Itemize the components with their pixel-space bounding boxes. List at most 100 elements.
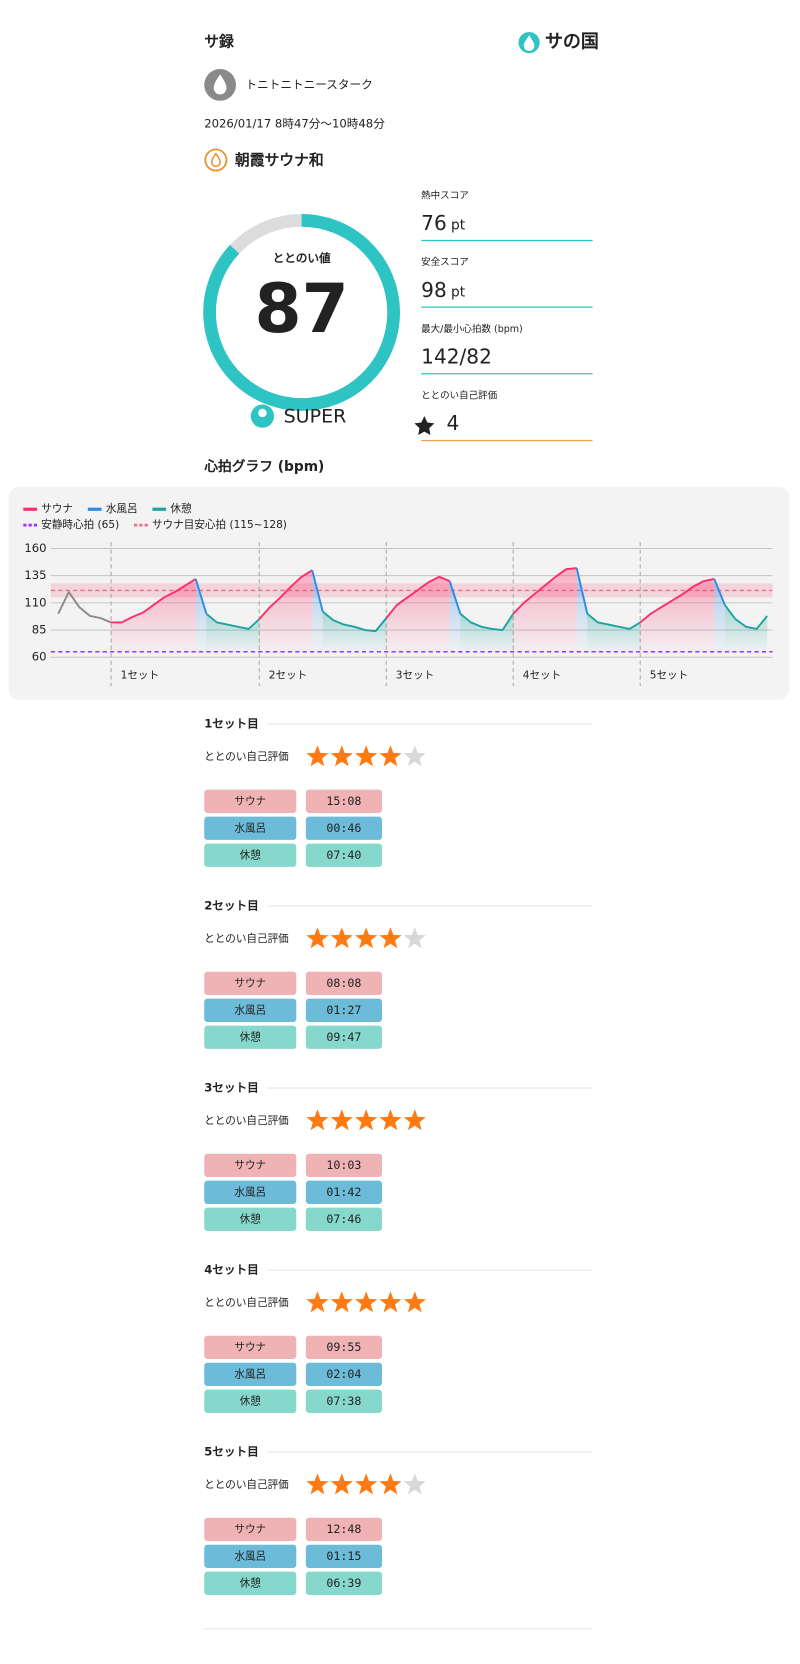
phase-label: 休憩 <box>240 1030 262 1043</box>
series-line <box>57 591 112 624</box>
rating-star <box>355 745 378 767</box>
phase-label: サウナ <box>234 1341 266 1353</box>
stat-unit: pt <box>451 284 466 300</box>
phase-time: 06:39 <box>326 1576 361 1590</box>
phase-time: 12:48 <box>326 1522 361 1536</box>
rating-star <box>306 1291 329 1313</box>
legend-label: 休憩 <box>170 502 192 515</box>
stat-label: 熱中スコア <box>421 190 469 202</box>
series-area <box>195 578 207 652</box>
phase-time-box <box>305 998 383 1022</box>
avatar-icon <box>213 74 227 95</box>
rating-star <box>403 927 426 949</box>
phase-label-box <box>204 1180 297 1204</box>
rating-star <box>379 927 402 949</box>
rating-star <box>403 1109 426 1131</box>
stat-unit: pt <box>451 218 466 234</box>
user-name: トニトニトニースターク <box>246 77 373 91</box>
phase-label: 水風呂 <box>234 1550 266 1562</box>
phase-time-box <box>305 1207 383 1231</box>
rating-star <box>330 745 353 767</box>
target-band <box>50 583 773 598</box>
rating-star <box>355 1291 378 1313</box>
phase-label-box <box>204 816 297 840</box>
y-tick-label: 135 <box>24 568 46 582</box>
score-value: 87 <box>254 269 348 348</box>
y-tick-label: 160 <box>24 541 46 555</box>
phase-label: 水風呂 <box>234 1368 266 1380</box>
rating-star <box>379 745 402 767</box>
phase-label-box <box>204 789 297 813</box>
series-area <box>386 576 450 652</box>
phase-label-box <box>204 843 297 867</box>
rating-label: ととのい自己評価 <box>204 750 289 763</box>
series-line <box>205 604 768 633</box>
series-line <box>111 567 715 624</box>
stat-value: 4 <box>447 411 460 435</box>
phase-label: 休憩 <box>240 1212 262 1225</box>
phase-time: 07:38 <box>326 1394 361 1408</box>
rating-star <box>306 927 329 949</box>
phase-time-box <box>305 789 383 813</box>
phase-label-box <box>204 1362 297 1386</box>
set-label: 3セット <box>396 669 434 681</box>
phase-time-box <box>305 1362 383 1386</box>
y-tick-label: 60 <box>32 650 47 664</box>
set-title: 5セット目 <box>204 1445 259 1459</box>
phase-time-box <box>305 1335 383 1359</box>
set-title: 1セット目 <box>204 717 259 731</box>
session-datetime: 2026/01/17 8時47分〜10時48分 <box>204 117 385 131</box>
series-area <box>714 578 725 652</box>
phase-time-box <box>305 1544 383 1568</box>
phase-label: 休憩 <box>240 848 262 861</box>
rating-star <box>330 927 353 949</box>
set-label: 5セット <box>650 669 688 681</box>
series-area <box>640 578 715 652</box>
phase-time-box <box>305 1571 383 1595</box>
rating-star <box>355 927 378 949</box>
rank-icon-head <box>258 408 267 418</box>
rating-label: ととのい自己評価 <box>204 932 289 945</box>
phase-time-box <box>305 843 383 867</box>
rating-label: ととのい自己評価 <box>204 1296 289 1309</box>
stat-value: 76 <box>421 211 447 235</box>
phase-time-box <box>305 1025 383 1049</box>
rating-star <box>403 1473 426 1495</box>
phase-label-box <box>204 1207 297 1231</box>
phase-time: 15:08 <box>326 794 361 808</box>
rating-star <box>379 1291 402 1313</box>
phase-time-box <box>305 1517 383 1541</box>
series-area <box>111 578 196 652</box>
phase-time-box <box>305 1180 383 1204</box>
series-area <box>576 568 588 652</box>
stat-label: 安全スコア <box>421 256 469 268</box>
phase-label: 水風呂 <box>234 822 266 834</box>
phase-time: 09:47 <box>326 1030 361 1044</box>
set-title: 2セット目 <box>204 899 259 913</box>
phase-label: サウナ <box>234 1159 266 1171</box>
graph-title: 心拍グラフ (bpm) <box>203 458 324 475</box>
legend-label: サウナ目安心拍 (115~128) <box>152 518 287 531</box>
rating-star <box>306 1109 329 1131</box>
phase-time: 07:40 <box>326 848 361 862</box>
rating-star <box>306 745 329 767</box>
set-title: 4セット目 <box>204 1263 259 1277</box>
series-area <box>513 568 577 652</box>
series-area <box>322 611 387 652</box>
series-area <box>312 570 323 652</box>
set-label: 1セット <box>121 669 159 681</box>
phase-label: サウナ <box>234 977 266 989</box>
logo-drop <box>523 35 535 52</box>
stat-label: 最大/最小心拍数 (bpm) <box>421 323 523 335</box>
rating-star <box>330 1473 353 1495</box>
phase-time-box <box>305 971 383 995</box>
y-tick-label: 110 <box>24 595 46 609</box>
phase-time: 08:08 <box>326 976 361 990</box>
phase-label: サウナ <box>234 1523 266 1535</box>
rating-label: ととのい自己評価 <box>204 1114 289 1127</box>
series-area <box>724 605 768 652</box>
rating-star <box>306 1473 329 1495</box>
phase-time-box <box>305 1389 383 1413</box>
